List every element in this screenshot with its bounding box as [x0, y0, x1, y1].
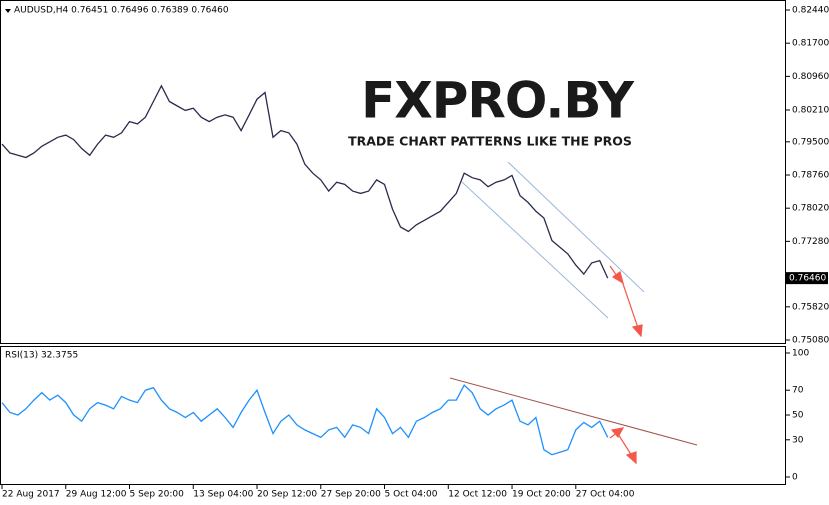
price-title: AUDUSD,H4 0.76451 0.76496 0.76389 0.7646… — [14, 6, 229, 16]
y-tick-label: 50 — [792, 411, 804, 421]
channel-line — [461, 181, 609, 319]
y-tick-label: 0.77280 — [792, 237, 829, 247]
x-tick-label: 29 Aug 12:00 — [66, 490, 127, 500]
arrow-head — [625, 451, 637, 465]
y-tick-label: 0.75820 — [792, 302, 829, 312]
x-tick-label: 19 Oct 20:00 — [512, 490, 571, 500]
price-pane — [0, 0, 786, 344]
last-price-label: 0.76460 — [789, 274, 826, 284]
y-tick-label: 70 — [792, 386, 804, 396]
line-series — [1, 384, 609, 456]
trend-line — [449, 377, 698, 446]
x-tick-label: 22 Aug 2017 — [2, 490, 60, 500]
arrow — [617, 433, 633, 457]
y-tick-label: 30 — [792, 435, 804, 445]
header-icon — [5, 9, 11, 13]
channel-line — [507, 161, 645, 293]
y-tick-label: 100 — [792, 349, 809, 359]
y-tick-label: 0.80960 — [792, 72, 829, 82]
y-tick-label: 0 — [792, 473, 798, 483]
y-tick-label: 0.75080 — [792, 336, 829, 346]
x-tick-label: 27 Sep 20:00 — [321, 490, 381, 500]
rsi-pane — [0, 346, 786, 485]
x-tick-label: 5 Oct 04:00 — [385, 490, 438, 500]
y-tick-label: 0.79500 — [792, 137, 829, 147]
x-tick-label: 5 Sep 20:00 — [130, 490, 185, 500]
x-tick-label: 13 Sep 04:00 — [193, 490, 253, 500]
rsi-title: RSI(13) 32.3755 — [5, 351, 78, 361]
y-tick-label: 0.78020 — [792, 204, 829, 214]
watermark-brand: FXPRO.BY — [361, 72, 635, 130]
x-tick-label: 12 Oct 12:00 — [448, 490, 507, 500]
x-tick-label: 20 Sep 12:00 — [257, 490, 317, 500]
last-price-box — [786, 272, 828, 285]
y-tick-label: 0.81700 — [792, 39, 829, 49]
watermark-tagline: TRADE CHART PATTERNS LIKE THE PROS — [348, 134, 632, 149]
arrow-head — [610, 427, 625, 439]
arrow — [618, 271, 639, 329]
x-tick-label: 27 Oct 04:00 — [576, 490, 635, 500]
arrow-head — [631, 324, 643, 338]
y-tick-label: 0.80210 — [792, 105, 829, 115]
y-tick-label: 0.82440 — [792, 6, 829, 16]
line-series — [1, 84, 609, 279]
arrows — [609, 265, 643, 465]
y-tick-label: 0.78760 — [792, 171, 829, 181]
